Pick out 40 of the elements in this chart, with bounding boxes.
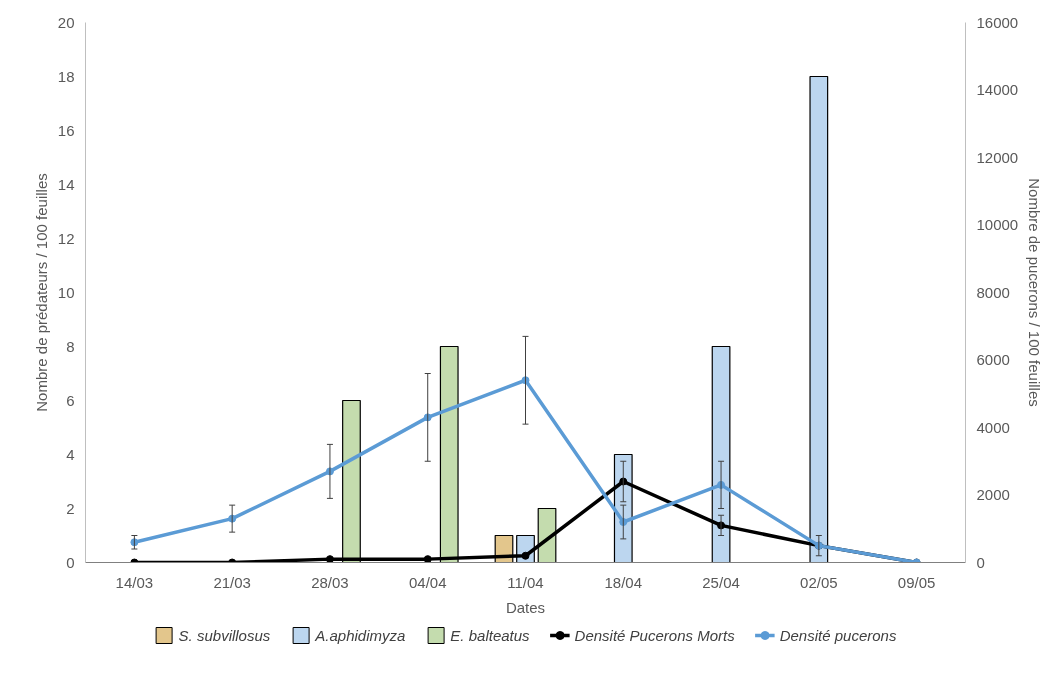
y-axis-title: Nombre de prédateurs / 100 feuilles xyxy=(32,173,50,412)
y2-tick-label: 4000 xyxy=(976,418,1010,436)
y2-tick-label: 0 xyxy=(976,553,985,571)
y-tick-label: 20 xyxy=(57,13,75,31)
y-tick-label: 0 xyxy=(66,553,75,571)
x-tick-label: 11/04 xyxy=(507,573,544,591)
legend-label: Densité Pucerons Morts xyxy=(574,626,735,644)
y-tick-label: 16 xyxy=(57,121,75,139)
x-tick-label: 02/05 xyxy=(800,573,838,591)
x-tick-label: 28/03 xyxy=(311,573,349,591)
legend-label: S. subvillosus xyxy=(178,626,271,644)
legend-label: E. balteatus xyxy=(450,626,530,644)
x-tick-label: 25/04 xyxy=(702,573,740,591)
point xyxy=(521,551,530,560)
y2-tick-label: 2000 xyxy=(976,486,1010,503)
x-tick-label: 04/04 xyxy=(408,573,447,591)
legend-label: A.aphidimyza xyxy=(315,626,406,644)
y-tick-label: 4 xyxy=(66,445,75,463)
y2-tick-label: 12000 xyxy=(976,148,1019,166)
y-tick-label: 18 xyxy=(57,67,75,85)
y-tick-label: 6 xyxy=(66,391,75,409)
y-tick-label: 14 xyxy=(57,175,75,193)
y-tick-label: 8 xyxy=(66,337,75,355)
y2-tick-label: 6000 xyxy=(976,351,1010,368)
y2-tick-label: 10000 xyxy=(976,216,1019,233)
point xyxy=(423,555,432,563)
y2-tick-label: 14000 xyxy=(976,81,1019,98)
y2-axis-title: Nombre de pucerons / 100 feuilles xyxy=(1026,178,1044,407)
x-tick-label: 18/04 xyxy=(604,573,643,591)
x-tick-label: 14/03 xyxy=(115,573,154,591)
y2-tick-label: 8000 xyxy=(976,283,1010,301)
point xyxy=(325,555,334,563)
y-tick-label: 12 xyxy=(57,229,75,247)
y2-tick-label: 16000 xyxy=(976,13,1019,31)
x-tick-label: 21/03 xyxy=(213,573,251,591)
y-tick-label: 10 xyxy=(57,283,75,301)
x-tick-label: 09/05 xyxy=(897,573,936,591)
x-axis-title: Dates xyxy=(505,598,546,616)
legend-label: Densité pucerons xyxy=(779,626,897,644)
y-tick-label: 2 xyxy=(66,499,75,517)
